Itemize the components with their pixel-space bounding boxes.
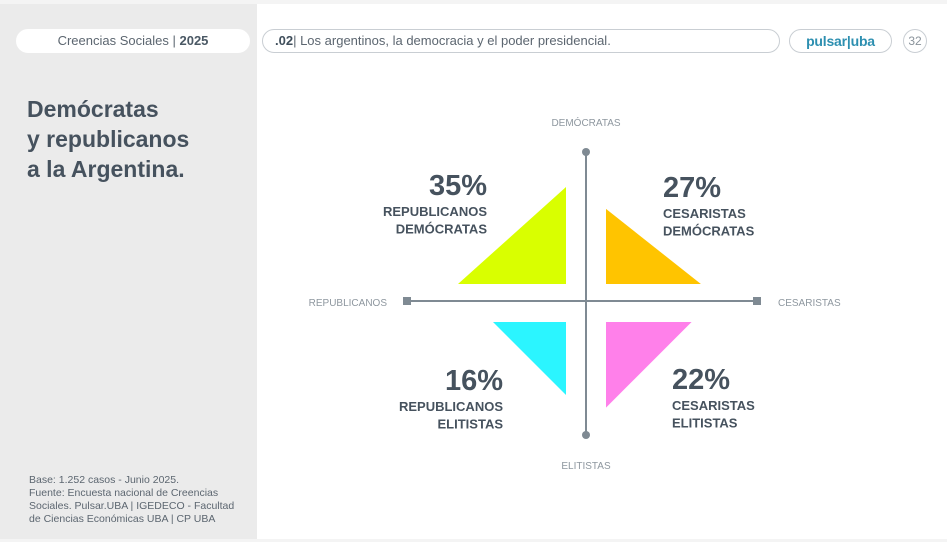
footnote-line-3: Sociales. Pulsar.UBA | IGEDECO - Faculta…: [29, 500, 235, 512]
axis-end-top: [582, 148, 590, 156]
axis-label-bottom: ELITISTAS: [561, 461, 611, 472]
axis-end-right: [753, 297, 761, 305]
quadrant-triangle-top-left: [458, 187, 566, 284]
quadrant-triangle-top-right: [606, 208, 701, 284]
section-title: Los argentinos, la democracia y el poder…: [300, 33, 611, 48]
logo-text: pulsar|uba: [806, 33, 875, 49]
pulsar-uba-logo[interactable]: pulsar|uba: [789, 29, 892, 53]
category-label-top-left-1: REPUBLICANOS: [383, 204, 487, 219]
sidebar-panel: [0, 4, 257, 539]
category-label-bottom-right-2: ELITISTAS: [672, 416, 738, 431]
footnote-line-1: Base: 1.252 casos - Junio 2025.: [29, 474, 180, 486]
footnote-line-4: de Ciencias Económicas UBA | CP UBA: [29, 513, 216, 525]
category-label-top-right-1: CESARISTAS: [663, 206, 746, 221]
category-label-bottom-left-1: REPUBLICANOS: [399, 399, 503, 414]
quadrant-triangle-bottom-right: [606, 322, 692, 408]
axis-end-bottom: [582, 431, 590, 439]
main-panel: [257, 4, 947, 539]
category-label-bottom-right-1: CESARISTAS: [672, 398, 755, 413]
value-label-bottom-right: 22%: [672, 364, 730, 396]
report-label-pill: Creencias Sociales | 2025: [16, 29, 250, 53]
footnote-line-2: Fuente: Encuesta nacional de Creencias: [29, 487, 219, 499]
value-label-top-left: 35%: [429, 170, 487, 202]
value-label-bottom-left: 16%: [445, 365, 503, 397]
report-year: 2025: [179, 33, 209, 48]
section-pill: .02| Los argentinos, la democracia y el …: [262, 29, 780, 53]
page-title-line-1: Demócratas: [27, 96, 159, 122]
axis-label-left: REPUBLICANOS: [309, 298, 388, 309]
section-number: .02: [275, 33, 294, 48]
category-label-top-right-2: DEMÓCRATAS: [663, 224, 755, 239]
category-label-top-left-2: DEMÓCRATAS: [396, 222, 488, 237]
source-footnote: Base: 1.252 casos - Junio 2025. Fuente: …: [29, 474, 244, 526]
category-label-bottom-left-2: ELITISTAS: [438, 417, 504, 432]
page-title-line-2: y republicanos: [27, 126, 190, 152]
report-label: Creencias Sociales: [57, 33, 169, 48]
value-label-top-right: 27%: [663, 172, 721, 204]
page-title: Demócratas y republicanos a la Argentina…: [27, 94, 247, 184]
axis-end-left: [403, 297, 411, 305]
page-number: 32: [903, 29, 927, 53]
quadrant-triangle-bottom-left: [493, 322, 566, 395]
axis-label-top: DEMÓCRATAS: [551, 116, 620, 129]
page-title-line-3: a la Argentina.: [27, 156, 185, 182]
axis-label-right: CESARISTAS: [778, 298, 841, 309]
